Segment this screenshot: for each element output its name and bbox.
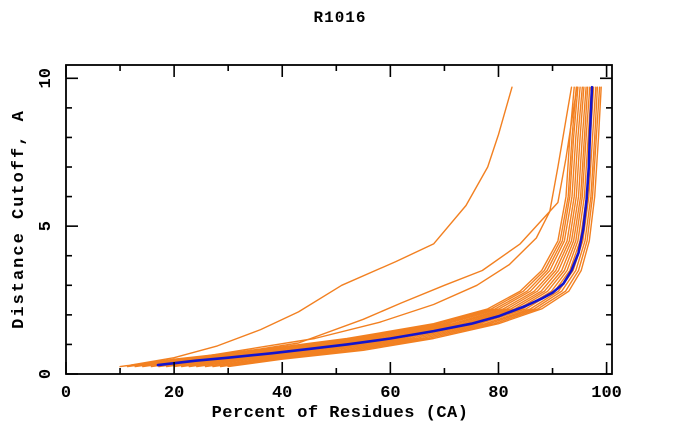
y-tick-label: 10 bbox=[37, 68, 56, 88]
model-12 bbox=[204, 86, 597, 368]
plot-border bbox=[65, 64, 613, 375]
x-tick-label: 40 bbox=[272, 384, 292, 403]
highlighted-curve bbox=[156, 85, 594, 367]
model-09 bbox=[180, 86, 591, 368]
model-15 bbox=[227, 86, 602, 368]
model-11 bbox=[196, 86, 595, 368]
model-05 bbox=[150, 86, 583, 368]
x-tick-label: 20 bbox=[164, 384, 184, 403]
outlier-model-b bbox=[146, 86, 578, 366]
x-tick-label: 60 bbox=[380, 384, 400, 403]
x-tick-label: 100 bbox=[591, 384, 622, 403]
chart-title: R1016 bbox=[313, 9, 367, 27]
model-08 bbox=[173, 86, 589, 368]
x-tick-label: 80 bbox=[488, 384, 508, 403]
x-tick-label: 0 bbox=[61, 384, 71, 403]
x-tick-labels: 0 20 40 60 80 100 bbox=[61, 384, 622, 403]
x-axis-label: Percent of Residues (CA) bbox=[211, 404, 469, 423]
highlighted-model bbox=[156, 85, 594, 367]
y-tick-label: 0 bbox=[37, 369, 56, 379]
model-10 bbox=[188, 86, 593, 368]
tick-marks bbox=[65, 65, 612, 375]
model-04 bbox=[142, 86, 581, 368]
model-02 bbox=[126, 86, 577, 368]
outlier-model-a bbox=[130, 86, 513, 366]
axes-frame bbox=[65, 64, 613, 375]
outlier-model-c bbox=[140, 86, 573, 366]
y-axis-label: Distance Cutoff, A bbox=[10, 109, 29, 329]
prediction-curves bbox=[119, 86, 602, 368]
model-03 bbox=[134, 86, 579, 368]
model-14 bbox=[219, 86, 601, 368]
y-tick-labels: 0 5 10 bbox=[37, 68, 56, 379]
model-13 bbox=[212, 86, 599, 368]
model-07 bbox=[165, 86, 587, 368]
y-tick-label: 5 bbox=[37, 221, 56, 231]
